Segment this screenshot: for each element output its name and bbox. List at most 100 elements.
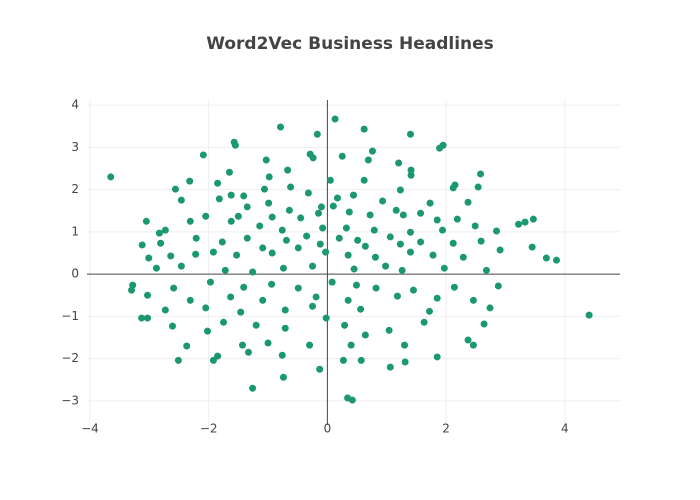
point — [309, 262, 317, 270]
point — [401, 358, 409, 366]
point — [406, 248, 414, 256]
point — [285, 206, 293, 214]
point — [372, 284, 380, 292]
point — [174, 356, 182, 364]
point — [352, 281, 360, 289]
point — [268, 280, 276, 288]
point — [268, 249, 276, 257]
x-tick-label: −2 — [200, 422, 218, 436]
point — [344, 296, 352, 304]
point — [322, 314, 330, 322]
point — [482, 266, 490, 274]
point — [396, 240, 404, 248]
point — [303, 232, 311, 240]
point — [326, 176, 334, 184]
point — [306, 341, 314, 349]
point — [366, 211, 374, 219]
point — [227, 217, 235, 225]
point — [364, 156, 372, 164]
point — [259, 244, 267, 252]
point — [209, 248, 217, 256]
point — [436, 144, 444, 152]
point — [529, 215, 537, 223]
point — [259, 296, 267, 304]
point — [379, 197, 387, 205]
point — [225, 168, 233, 176]
point — [339, 356, 347, 364]
point — [203, 327, 211, 335]
point — [294, 284, 302, 292]
point — [426, 199, 434, 207]
point — [199, 151, 207, 159]
point — [249, 384, 257, 392]
point — [471, 222, 479, 230]
point — [202, 212, 210, 220]
point — [278, 226, 286, 234]
point — [392, 206, 400, 214]
point — [155, 229, 163, 237]
point — [585, 311, 593, 319]
point — [186, 177, 194, 185]
y-tick-label: 4 — [71, 98, 79, 112]
point — [234, 212, 242, 220]
point — [316, 240, 324, 248]
point — [256, 222, 264, 230]
point — [357, 356, 365, 364]
point — [469, 296, 477, 304]
point — [268, 213, 276, 221]
point — [287, 183, 295, 191]
point — [528, 243, 536, 251]
point — [218, 238, 226, 246]
point — [264, 339, 272, 347]
point — [429, 251, 437, 259]
point — [279, 264, 287, 272]
point — [329, 202, 337, 210]
point — [480, 320, 488, 328]
point — [433, 353, 441, 361]
point — [294, 244, 302, 252]
y-tick-label: 2 — [71, 182, 79, 196]
point — [144, 291, 152, 299]
point — [281, 324, 289, 332]
point — [331, 115, 339, 123]
point — [233, 251, 241, 259]
point — [494, 282, 502, 290]
point — [347, 341, 355, 349]
point — [477, 237, 485, 245]
point — [209, 356, 217, 364]
point — [252, 321, 260, 329]
point — [486, 304, 494, 312]
point — [350, 191, 357, 199]
point — [357, 305, 365, 313]
point — [215, 195, 223, 203]
point — [401, 341, 409, 349]
point — [464, 336, 472, 344]
point — [192, 250, 200, 258]
point — [453, 215, 461, 223]
point — [214, 179, 222, 187]
point — [469, 341, 477, 349]
point — [386, 363, 394, 371]
point — [417, 209, 425, 217]
point — [284, 166, 292, 174]
point — [406, 130, 414, 138]
point — [138, 314, 146, 322]
point — [279, 373, 287, 381]
point — [338, 152, 346, 160]
chart-title: Word2Vec Business Headlines — [206, 34, 494, 54]
point — [328, 278, 336, 286]
point — [370, 226, 378, 234]
point — [449, 184, 457, 192]
point — [521, 218, 529, 226]
point — [433, 216, 441, 224]
point — [243, 203, 251, 211]
point — [244, 348, 252, 356]
point — [240, 283, 248, 291]
y-tick-label: −3 — [61, 393, 79, 407]
point — [319, 224, 327, 232]
y-tick-label: −2 — [61, 351, 79, 365]
point — [396, 186, 404, 194]
point — [142, 217, 150, 225]
